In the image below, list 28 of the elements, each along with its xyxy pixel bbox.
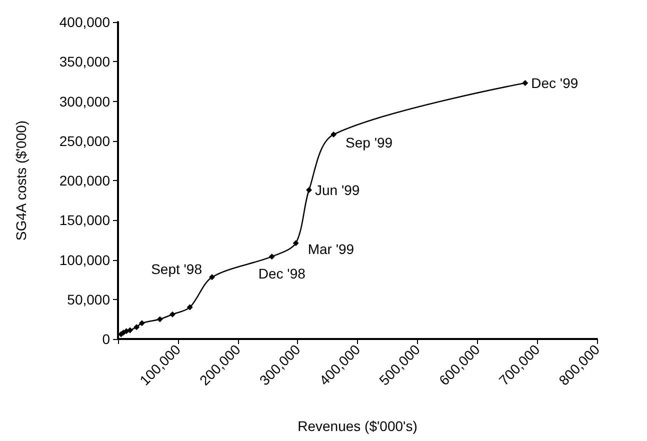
point [330,132,337,138]
y-tick-label: 200,000 [59,172,110,188]
point [134,324,140,330]
point [209,274,216,280]
y-axis-title: SG4A costs ($'000) [13,120,29,241]
y-tick-label: 400,000 [59,14,110,30]
point [306,187,312,194]
point [522,80,528,86]
annotation: Jun '99 [315,182,360,198]
y-tick-label: 350,000 [59,54,110,70]
y-tick-label: 150,000 [59,212,110,228]
annotation: Dec '99 [531,75,578,92]
annotation: Mar '99 [308,241,354,258]
y-tick-label: 50,000 [67,291,110,308]
point [268,254,275,260]
point [292,240,299,246]
point [186,304,193,310]
annotation: Dec '98 [258,266,306,282]
y-tick-label: 250,000 [59,132,110,149]
y-tick-label: 100,000 [59,252,110,268]
annotation: Sept '98 [151,261,202,278]
point [138,320,145,326]
y-tick-label: 300,000 [59,93,110,110]
point [156,316,163,322]
x-axis-title: Revenues ($'000's) [298,418,418,434]
y-tick-label: 0 [102,331,110,347]
annotation: Sep '99 [346,134,393,151]
point [169,311,176,318]
